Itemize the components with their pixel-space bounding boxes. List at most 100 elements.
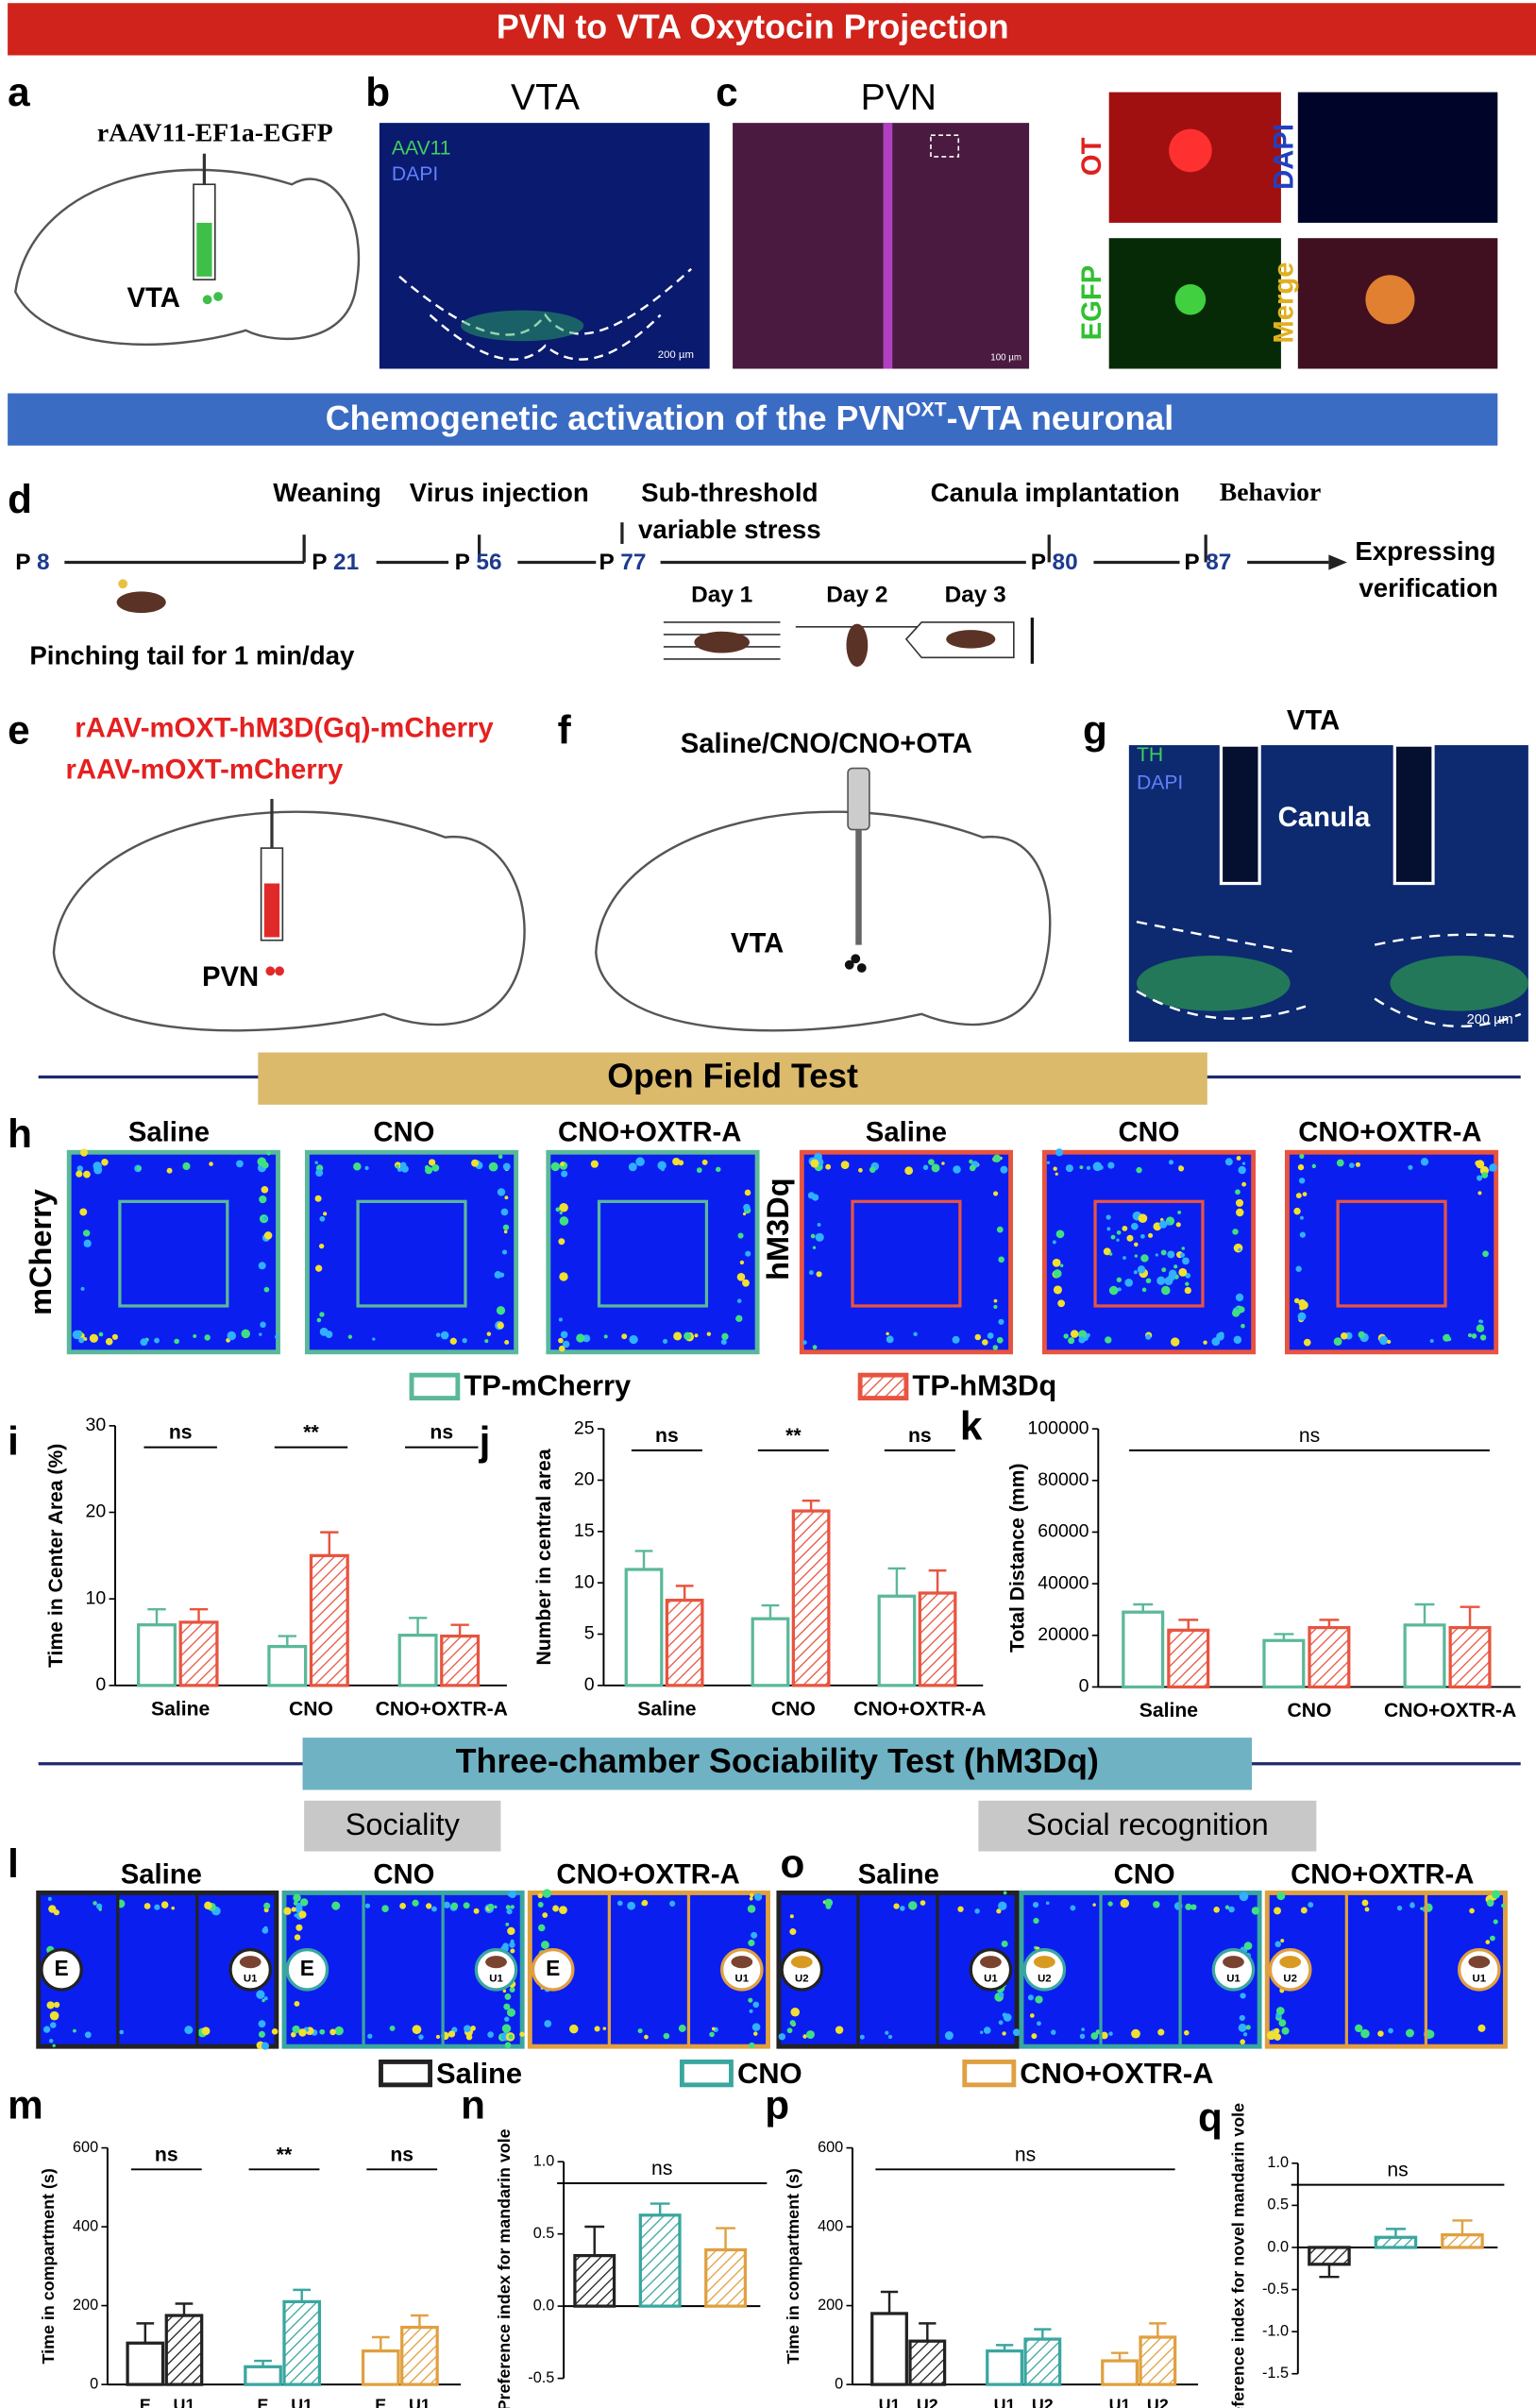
heat-spot xyxy=(498,1154,503,1160)
heat-spot xyxy=(743,1203,751,1212)
heat-spot xyxy=(811,1194,819,1201)
heat-spot xyxy=(294,1913,298,1918)
heat-spot xyxy=(560,1162,565,1166)
legend-swatch xyxy=(409,1372,461,1401)
decor-rect xyxy=(1219,743,1261,886)
heat-spot xyxy=(594,2026,600,2032)
heat-spot xyxy=(982,1339,988,1346)
heat-spot xyxy=(95,1903,103,1909)
bar xyxy=(624,1568,664,1687)
y-tick-label: 1.0 xyxy=(1267,2154,1289,2171)
decor-rect xyxy=(196,222,212,277)
heat-spot xyxy=(160,1901,169,1908)
virus-label: rAAV11-EF1a-EGFP xyxy=(97,118,333,147)
heat-spot xyxy=(1240,1993,1246,1999)
stimulus-circle xyxy=(40,1948,83,1992)
significance-label: ns xyxy=(655,1425,679,1447)
heat-spot xyxy=(1120,1898,1130,1908)
heat-spot xyxy=(537,1892,543,1899)
banner xyxy=(8,393,1498,446)
y-tick-label: 600 xyxy=(818,2139,843,2156)
heat-spot xyxy=(1175,1222,1181,1228)
y-axis-label: Time in Center Area (%) xyxy=(45,1444,67,1668)
heat-spot xyxy=(1241,1162,1246,1165)
heat-spot xyxy=(1340,1331,1348,1340)
heat-spot xyxy=(1173,1264,1178,1269)
condition-label: CNO xyxy=(373,1116,434,1147)
x-tick-label: E xyxy=(375,2396,386,2408)
heat-spot xyxy=(484,1339,489,1344)
heat-spot xyxy=(635,1157,645,1167)
timepoint-p: P xyxy=(455,551,470,576)
heat-spot xyxy=(751,1931,758,1939)
heat-spot xyxy=(1224,1158,1233,1166)
heat-spot xyxy=(1184,1286,1191,1295)
heat-spot xyxy=(1476,1160,1485,1169)
heat-spot xyxy=(542,1889,552,1898)
zone-label: U1 xyxy=(1226,1974,1241,1985)
heat-spot xyxy=(209,1162,213,1166)
y-tick-label: 10 xyxy=(86,1587,107,1608)
heat-spot xyxy=(602,2026,607,2030)
heat-spot xyxy=(720,1339,727,1346)
heat-spot xyxy=(1232,1229,1239,1235)
decor-g xyxy=(66,1148,1499,1355)
heat-spot xyxy=(82,1229,91,1237)
heat-spot xyxy=(259,1332,262,1336)
heat-spot xyxy=(1238,2023,1247,2032)
heat-spot xyxy=(1469,1908,1475,1914)
heat-spot xyxy=(1131,1222,1139,1230)
heat-spot xyxy=(993,1298,998,1303)
legend-label: TP-hM3Dq xyxy=(912,1368,1056,1401)
heat-spot xyxy=(1139,1233,1145,1239)
heat-spot xyxy=(859,2034,865,2040)
bar xyxy=(400,2325,439,2386)
heat-spot xyxy=(1132,2031,1137,2036)
x-tick-label: CNO xyxy=(1288,1700,1332,1721)
heat-spot xyxy=(72,1330,82,1340)
heat-spot xyxy=(953,1165,961,1174)
decor-path xyxy=(14,168,361,346)
heat-spot xyxy=(810,1233,816,1239)
y-axis-label: Time in compartment (s) xyxy=(784,2168,802,2364)
heat-spot xyxy=(331,1901,341,1910)
heat-spot xyxy=(263,1231,273,1240)
significance-label: ** xyxy=(785,1425,802,1447)
heat-spot xyxy=(812,1345,818,1350)
heat-spot xyxy=(992,1154,1002,1163)
bar xyxy=(573,2253,616,2308)
heat-spot xyxy=(501,1249,508,1255)
decor-circle xyxy=(844,959,854,970)
heat-spot xyxy=(672,1157,681,1166)
banner-text: Chemogenetic activation of the PVN xyxy=(326,399,905,437)
heat-spot xyxy=(140,1338,148,1347)
heat-spot xyxy=(1276,1891,1286,1901)
heat-spot xyxy=(502,1224,510,1230)
heat-spot xyxy=(576,1333,585,1343)
x-tick-label: CNO xyxy=(289,1698,333,1720)
heat-spot xyxy=(1000,1165,1008,1174)
vole-icon xyxy=(1468,1956,1491,1969)
bar xyxy=(877,1594,917,1687)
row-label: hM3Dq xyxy=(761,1178,795,1280)
heat-spot xyxy=(261,1186,269,1194)
heat-spot xyxy=(913,1331,918,1337)
panel-letter: l xyxy=(8,1841,19,1886)
heat-spot xyxy=(754,1892,763,1901)
heat-spot xyxy=(983,2026,991,2034)
heat-spot xyxy=(824,1898,834,1908)
decor-ellipse xyxy=(846,623,869,668)
banner-title: Three-chamber Sociability Test (hM3Dq) xyxy=(456,1742,1099,1780)
banner-title: Chemogenetic activation of the PVNOXT-VT… xyxy=(326,399,1173,437)
note-label: Pinching tail for 1 min/day xyxy=(29,641,355,670)
zone-label: U1 xyxy=(1473,1974,1487,1985)
decor-rect xyxy=(883,123,893,369)
heat-spot xyxy=(428,1159,436,1166)
channel-label: Merge xyxy=(1269,262,1300,343)
significance-label: ns xyxy=(169,1422,193,1444)
heat-spot xyxy=(559,1211,563,1215)
heat-spot xyxy=(996,1226,1004,1233)
stimulus-circle xyxy=(780,1948,824,1992)
heat-spot xyxy=(508,1893,512,1897)
heat-spot xyxy=(1160,1249,1167,1256)
